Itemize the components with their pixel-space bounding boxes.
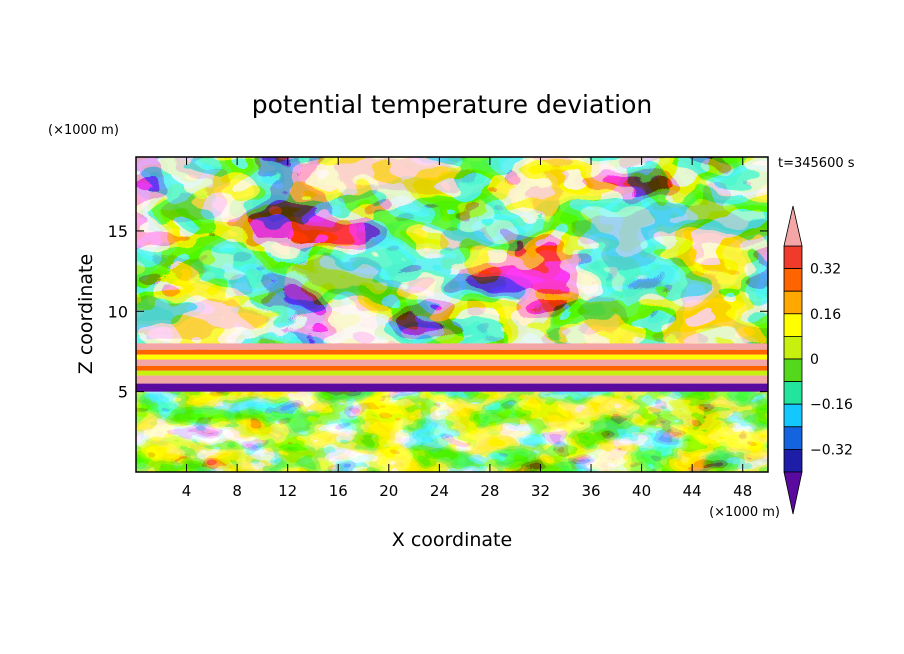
band-6 xyxy=(136,375,768,384)
y-tick-label: 10 xyxy=(108,302,128,321)
colorbar-min-arrow xyxy=(783,471,803,515)
colorbar-segment xyxy=(783,448,803,473)
time-label: t=345600 s xyxy=(778,156,855,171)
x-tick-label: 40 xyxy=(632,482,651,500)
colorbar-label: 0.32 xyxy=(810,262,841,278)
x-tick-label: 44 xyxy=(683,482,702,500)
colorbar-label: 0 xyxy=(810,352,819,368)
x-axis-label: X coordinate xyxy=(392,529,512,551)
x-tick-label: 48 xyxy=(733,482,752,500)
lower-field xyxy=(136,390,768,472)
colorbar-segment xyxy=(783,403,803,428)
y-axis-label: Z coordinate xyxy=(75,254,97,374)
x-tick-label: 20 xyxy=(379,482,398,500)
band-1 xyxy=(136,349,768,355)
x-tick-label: 4 xyxy=(182,482,192,500)
x-axis: 4 8 12 16 20 24 28 32 36 40 44 48 xyxy=(182,157,752,500)
x-tick-label: 36 xyxy=(581,482,600,500)
colorbar-max-arrow xyxy=(783,205,803,247)
contour-field xyxy=(136,157,768,472)
band-3 xyxy=(136,359,768,366)
colorbar-label: −0.32 xyxy=(810,442,853,458)
colorbar-segment xyxy=(783,268,803,292)
x-tick-label: 24 xyxy=(430,482,449,500)
x-unit-label: (×1000 m) xyxy=(709,505,780,520)
x-tick-label: 8 xyxy=(232,482,242,500)
y-tick-label: 5 xyxy=(118,383,128,402)
y-unit-label: (×1000 m) xyxy=(48,123,119,138)
chart-title: potential temperature deviation xyxy=(252,90,652,119)
x-tick-label: 32 xyxy=(531,482,550,500)
colorbar-segment xyxy=(783,313,803,337)
upper-field xyxy=(136,157,768,352)
middle-bands xyxy=(136,343,768,392)
colorbar-segment xyxy=(783,290,803,315)
y-axis: 5 10 15 xyxy=(108,222,768,402)
colorbar-segment xyxy=(783,245,803,270)
colorbar: 0.32 0.16 0 −0.16 −0.32 xyxy=(783,205,853,515)
band-2 xyxy=(136,354,768,360)
colorbar-segment xyxy=(783,358,803,383)
colorbar-label: −0.16 xyxy=(810,397,853,413)
colorbar-segment xyxy=(783,335,803,360)
colorbar-label: 0.16 xyxy=(810,307,841,323)
x-tick-label: 16 xyxy=(329,482,348,500)
x-tick-label: 28 xyxy=(480,482,499,500)
plot-frame xyxy=(135,156,769,473)
y-tick-label: 15 xyxy=(108,222,128,241)
band-5 xyxy=(136,370,768,376)
colorbar-segment xyxy=(783,381,803,405)
band-4 xyxy=(136,365,768,371)
x-tick-label: 12 xyxy=(278,482,297,500)
band-0 xyxy=(136,343,768,350)
colorbar-segment xyxy=(783,426,803,450)
band-7 xyxy=(136,383,768,392)
